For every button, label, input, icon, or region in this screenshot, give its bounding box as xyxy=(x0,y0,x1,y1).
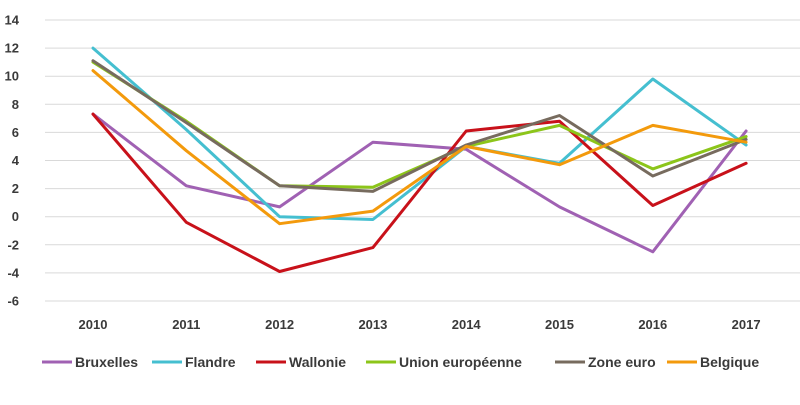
series-line xyxy=(91,59,748,193)
series-lines xyxy=(91,46,748,273)
y-tick-label: 8 xyxy=(12,97,19,112)
x-axis-ticks: 2010 2011 2012 2013 2014 2015 2016 2017 xyxy=(79,317,761,332)
legend-label: Union européenne xyxy=(399,354,522,370)
legend-label: Bruxelles xyxy=(75,354,138,370)
x-tick-label: 2016 xyxy=(638,317,667,332)
series-line xyxy=(91,46,748,221)
y-tick-label: 6 xyxy=(12,125,19,140)
x-tick-label: 2017 xyxy=(732,317,761,332)
legend-label: Flandre xyxy=(185,354,236,370)
series-line xyxy=(91,112,748,273)
legend: Bruxelles Flandre Wallonie Union européenne… xyxy=(42,354,759,370)
y-tick-label: -4 xyxy=(7,265,19,280)
y-tick-label: 12 xyxy=(5,41,19,56)
y-tick-label: -2 xyxy=(7,237,19,252)
x-tick-label: 2014 xyxy=(452,317,482,332)
legend-label: Wallonie xyxy=(289,354,346,370)
x-tick-label: 2010 xyxy=(79,317,108,332)
y-tick-label: 4 xyxy=(12,153,20,168)
y-tick-label: 0 xyxy=(12,209,19,224)
legend-label: Belgique xyxy=(700,354,759,370)
gridlines xyxy=(45,19,800,302)
y-tick-label: 10 xyxy=(5,69,19,84)
series-line xyxy=(91,112,748,254)
legend-label: Zone euro xyxy=(588,354,656,370)
x-tick-label: 2015 xyxy=(545,317,574,332)
x-tick-label: 2011 xyxy=(172,317,200,332)
series-line xyxy=(91,69,748,226)
y-axis-ticks: -6 -4 -2 0 2 4 6 8 10 12 14 xyxy=(5,13,20,309)
x-tick-label: 2013 xyxy=(358,317,387,332)
x-tick-label: 2012 xyxy=(265,317,294,332)
y-tick-label: 14 xyxy=(5,13,20,28)
y-tick-label: 2 xyxy=(12,181,19,196)
y-tick-label: -6 xyxy=(7,294,19,309)
